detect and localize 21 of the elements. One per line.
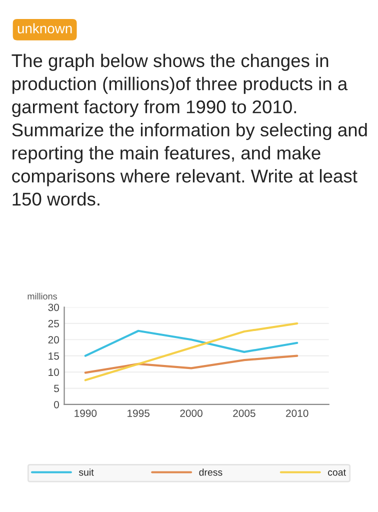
line-series [84, 354, 298, 374]
y-tick-label: 30 [48, 304, 59, 312]
x-tick-label: 2010 [286, 410, 308, 417]
line-series [84, 322, 298, 382]
legend-label: suit [78, 468, 94, 476]
x-tick-label: 2000 [180, 410, 202, 417]
legend-label: dress [199, 468, 222, 476]
y-tick-label: 5 [54, 384, 59, 392]
x-tick-label: 2005 [233, 410, 256, 417]
y-tick-label: 20 [48, 336, 59, 344]
chart-title: The graph below shows the changes in production (millions)of three products in a garment factory from 1990 to 2010. Summarize the information by selecting and reporting the main features, and make comparisons where relevant. Write at least 150 words. [12, 54, 367, 206]
y-tick-label: 0 [54, 400, 59, 408]
y-axis-title: millions [28, 292, 57, 300]
line-series [84, 330, 298, 357]
x-tick-label: 1990 [74, 410, 97, 417]
text: unknown [18, 23, 72, 34]
y-tick-label: 25 [48, 320, 59, 328]
x-tick-label: 1995 [128, 410, 150, 417]
y-tick-label: 15 [48, 352, 59, 360]
y-tick-label: 10 [48, 368, 59, 376]
legend-label: coat [328, 469, 346, 476]
